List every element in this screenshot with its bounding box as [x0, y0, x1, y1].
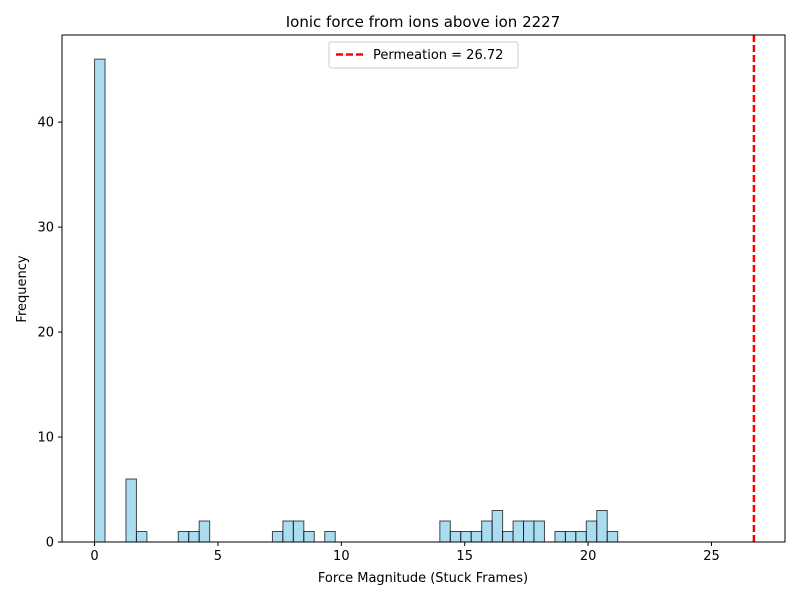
histogram-bar — [533, 520, 545, 543]
histogram-bar — [94, 58, 106, 543]
histogram-bar — [523, 520, 535, 543]
x-axis-ticks: 0 5 10 15 20 25 — [90, 542, 720, 564]
histogram-bar — [564, 531, 577, 543]
x-tick-label: 0 — [90, 549, 98, 564]
y-axis-label: Frequency — [15, 255, 30, 322]
axes-frame — [61, 34, 786, 543]
chart-title: Ionic force from ions above ion 2227 — [286, 13, 561, 31]
histogram-bar — [198, 520, 211, 543]
x-tick-label: 5 — [214, 549, 222, 564]
histogram-bar — [491, 510, 504, 543]
histogram-bar — [135, 531, 148, 543]
legend: Permeation = 26.72 — [328, 41, 519, 69]
legend-permeation-label: Permeation = 26.72 — [373, 48, 503, 63]
legend-box — [328, 41, 519, 69]
histogram-bar — [303, 531, 315, 543]
histogram-bar — [188, 531, 200, 543]
histogram-bar — [596, 510, 608, 543]
histogram-bar — [554, 531, 566, 543]
histogram-bar — [585, 520, 598, 543]
histogram-bar — [125, 478, 137, 543]
y-tick-label: 40 — [37, 116, 54, 131]
histogram-bar — [439, 520, 451, 543]
histogram-bar — [606, 531, 619, 543]
y-tick-label: 20 — [37, 326, 54, 341]
histogram-bar — [575, 531, 587, 543]
histogram-bar — [271, 531, 284, 543]
y-axis-ticks: 0 10 20 30 40 — [37, 116, 62, 551]
histogram-bar — [470, 531, 483, 543]
x-tick-label: 25 — [703, 549, 720, 564]
histogram-bar — [177, 531, 190, 543]
histogram-bar — [512, 520, 525, 543]
y-tick-label: 10 — [37, 431, 54, 446]
x-axis-label: Force Magnitude (Stuck Frames) — [318, 571, 528, 586]
histogram-bar — [481, 520, 493, 543]
y-tick-label: 30 — [37, 221, 54, 236]
x-tick-label: 10 — [333, 549, 350, 564]
histogram-bar — [292, 520, 305, 543]
histogram-bar — [282, 520, 294, 543]
histogram-bar — [449, 531, 462, 543]
bars-group — [94, 58, 619, 543]
y-tick-label: 0 — [46, 536, 54, 551]
x-tick-label: 20 — [580, 549, 597, 564]
x-tick-label: 15 — [456, 549, 473, 564]
histogram-bar — [324, 531, 336, 543]
histogram-bar — [502, 531, 514, 543]
histogram-bar — [460, 531, 472, 543]
